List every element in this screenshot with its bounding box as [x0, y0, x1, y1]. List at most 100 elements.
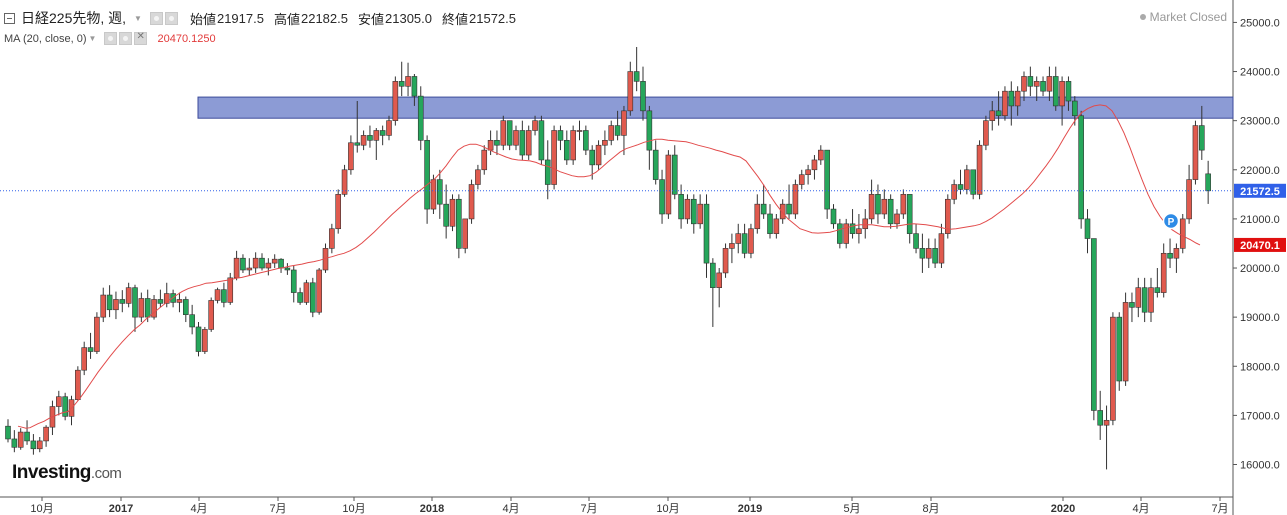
candle-body: [487, 140, 494, 151]
candle: [449, 194, 456, 232]
close-icon[interactable]: [134, 31, 148, 45]
candle-body: [767, 213, 773, 234]
candle-body: [665, 154, 672, 215]
candle-body: [309, 282, 316, 313]
candle: [716, 268, 723, 308]
indicator-label: MA (20, close, 0): [4, 32, 87, 45]
candle-body: [443, 203, 449, 227]
x-tick-label: 7月: [580, 503, 597, 515]
candle-body: [925, 248, 932, 259]
candle: [754, 194, 761, 234]
candle: [329, 223, 335, 254]
candle: [5, 419, 11, 443]
candle-body: [1097, 410, 1103, 426]
candle-body: [87, 347, 94, 352]
candle: [100, 287, 107, 323]
candle: [456, 194, 462, 259]
chevron-down-icon[interactable]: ▼: [134, 13, 142, 23]
candle-body: [919, 248, 926, 259]
candle-body: [868, 194, 875, 220]
candle: [87, 332, 94, 359]
collapse-icon[interactable]: [4, 12, 15, 24]
visibility-icon[interactable]: [149, 11, 163, 25]
candle-body: [881, 198, 888, 215]
candle: [621, 105, 627, 156]
p-marker-label: P: [1168, 217, 1175, 228]
y-tick-label: 16000.0: [1240, 460, 1280, 472]
candle: [760, 184, 767, 219]
settings-icon[interactable]: [119, 32, 133, 45]
candle-body: [468, 184, 475, 220]
candle: [1008, 81, 1015, 126]
candle-body: [627, 71, 634, 112]
candle-body: [398, 81, 405, 87]
candle-body: [837, 223, 843, 244]
candle: [1103, 405, 1110, 470]
candle-body: [462, 218, 469, 249]
candle-body: [856, 228, 862, 234]
candle-body: [246, 267, 253, 271]
candle: [767, 204, 773, 239]
candle: [386, 115, 392, 141]
candle-body: [17, 431, 24, 448]
candle: [506, 120, 513, 151]
candle: [113, 291, 119, 320]
candle-body: [1065, 81, 1072, 102]
candle-body: [360, 135, 367, 146]
visibility-icon[interactable]: [104, 32, 118, 45]
candle: [208, 297, 214, 332]
candle-body: [1205, 173, 1211, 192]
candle: [875, 184, 881, 224]
candle-body: [849, 223, 856, 234]
candle: [563, 130, 570, 165]
candle-body: [602, 140, 608, 146]
candle-body: [1173, 248, 1180, 259]
x-tick-label: 7月: [1211, 503, 1228, 515]
candle: [341, 164, 348, 197]
resistance-zone[interactable]: [197, 96, 1234, 119]
p-marker-icon[interactable]: [1162, 212, 1180, 230]
candle-body: [875, 194, 881, 215]
y-tick-label: 20000.0: [1240, 263, 1280, 275]
candle-body: [405, 76, 411, 87]
candle-body: [1167, 252, 1173, 259]
chevron-down-icon[interactable]: ▼: [88, 34, 97, 43]
candle-body: [1008, 90, 1015, 107]
candle: [1065, 76, 1072, 111]
candle: [132, 284, 138, 332]
candle: [976, 140, 983, 200]
candle-body: [830, 208, 837, 225]
candle: [227, 272, 234, 305]
candle-body: [284, 267, 291, 271]
x-tick-label: 5月: [843, 503, 860, 515]
candle: [938, 223, 945, 269]
candle: [1186, 164, 1192, 224]
x-tick-label: 8月: [922, 503, 939, 515]
high-label: 高値: [273, 11, 300, 27]
candle-body: [824, 149, 830, 210]
ma-line: [17, 104, 1201, 429]
candle-body: [1103, 419, 1110, 426]
candle-body: [1059, 81, 1065, 107]
settings-icon[interactable]: [164, 11, 178, 25]
candle: [1046, 66, 1053, 102]
candle: [684, 194, 691, 224]
candle-body: [151, 299, 157, 318]
candle: [265, 258, 272, 276]
x-tick-label: 10月: [342, 503, 365, 515]
candle: [500, 115, 507, 151]
candle: [1040, 76, 1046, 97]
candle: [544, 140, 551, 200]
candle-body: [519, 130, 526, 156]
candle-body: [690, 198, 697, 225]
candle-body: [894, 213, 900, 225]
marker[interactable]: P: [1162, 212, 1180, 230]
high-value: 22182.5: [300, 10, 348, 26]
candle: [1084, 209, 1091, 254]
resistance-zone-rect[interactable]: [197, 96, 1234, 119]
candle: [837, 218, 843, 249]
candle-body: [595, 144, 602, 166]
candle-body: [227, 277, 234, 303]
candle-body: [475, 169, 481, 185]
